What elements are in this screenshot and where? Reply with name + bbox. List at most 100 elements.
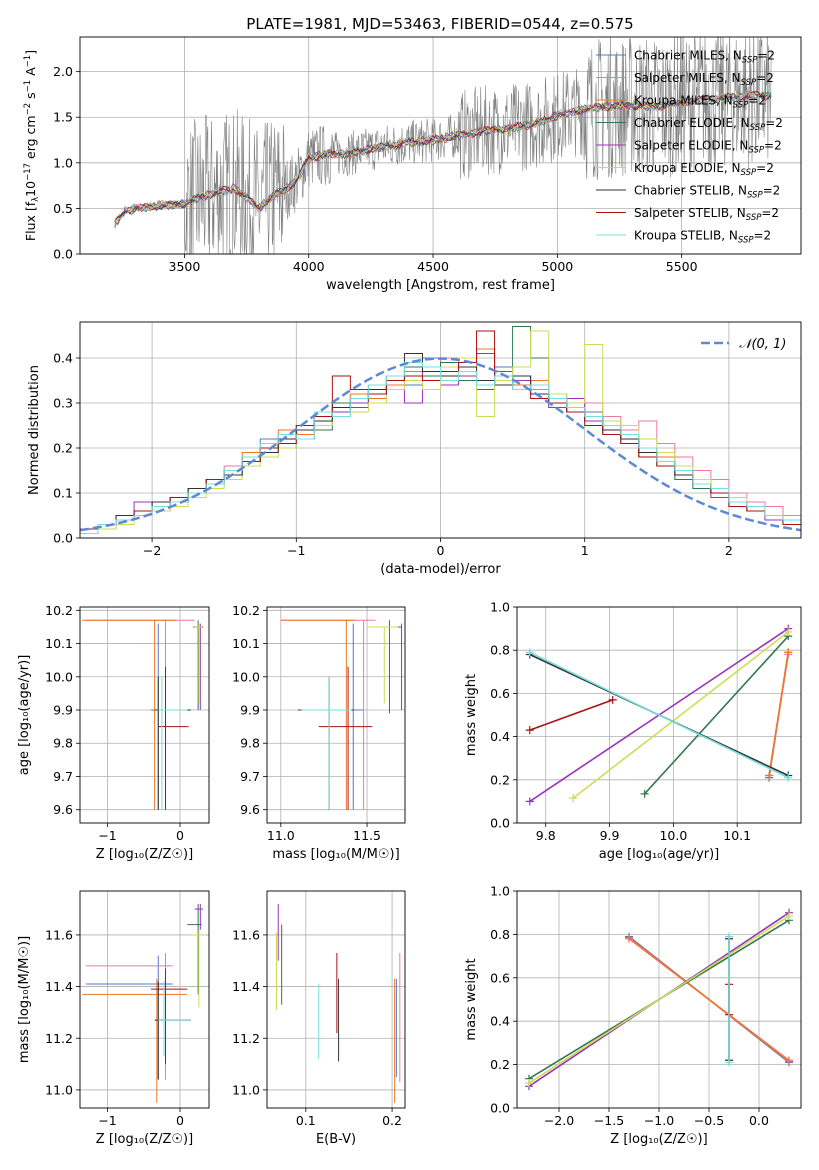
tick-label-y: 1.0 bbox=[53, 155, 73, 170]
weight-marker-kroupa-stelib bbox=[784, 773, 793, 782]
weight-line-salpeter-stelib bbox=[529, 699, 614, 731]
legend-label: Kroupa MILES, NSSP=2 bbox=[634, 94, 766, 111]
weight-marker-kroupa-miles bbox=[625, 933, 633, 942]
tick-label-x: 9.8 bbox=[536, 828, 556, 843]
weight-marker-kroupa-elodie bbox=[784, 627, 793, 636]
legend-label: Salpeter STELIB, NSSP=2 bbox=[634, 206, 779, 223]
weight-marker-salpeter-stelib bbox=[525, 726, 534, 735]
model-line-kroupa-stelib bbox=[114, 91, 772, 221]
tick-label-y: 0.0 bbox=[490, 816, 510, 831]
panels: 3500 4000 4500 5000 5500 0.0 0.5 1.0 1.5 2.0 Chabr… bbox=[17, 36, 802, 1147]
plot-area bbox=[82, 619, 204, 810]
tick-label-x: −1 bbox=[287, 543, 305, 558]
weight-marker-kroupa-stelib bbox=[725, 932, 733, 941]
tick-label-x: −1 bbox=[98, 1113, 116, 1128]
plot-area bbox=[525, 908, 793, 1091]
tick-label-x: −2.0 bbox=[544, 1113, 574, 1128]
weight-marker-kroupa-stelib bbox=[525, 648, 534, 657]
tick-label-y: 2.0 bbox=[53, 64, 73, 79]
x-axis-label: E(B-V) bbox=[316, 1132, 356, 1147]
tick-label-y: 0.1 bbox=[53, 486, 73, 501]
axes-frame bbox=[79, 321, 802, 539]
tick-label-y: 0.2 bbox=[53, 441, 73, 456]
figure-title: PLATE=1981, MJD=53463, FIBERID=0544, z=0… bbox=[246, 15, 633, 33]
model-line-chabrier-miles bbox=[114, 90, 772, 220]
x-axis-label: Z [log₁₀(Z/Z☉)] bbox=[96, 847, 193, 862]
plot-area bbox=[114, 37, 772, 254]
axes-frame bbox=[516, 890, 802, 1109]
tick-label-x: 4500 bbox=[417, 259, 449, 274]
tick-label-x: 10.1 bbox=[723, 828, 751, 843]
tick-label-y: 1.0 bbox=[490, 884, 510, 899]
tick-label-y: 0.5 bbox=[53, 201, 73, 216]
tick-label-y: 11.6 bbox=[45, 927, 73, 942]
tick-label-x: −2 bbox=[143, 543, 161, 558]
weight-marker-kroupa-stelib bbox=[725, 1058, 733, 1067]
panel-age-weight: 9.8 9.9 10.0 10.1 0.0 0.2 0.4 0.6 0.8 1.0 age [log… bbox=[464, 600, 802, 862]
tick-label-y: 1.5 bbox=[53, 110, 73, 125]
x-axis-label: age [log₁₀(age/yr)] bbox=[599, 847, 720, 862]
panel-residuals: −2 −1 0 1 2 0.0 0.1 0.2 0.3 0.4 𝒩(0, 1) (data-model… bbox=[27, 321, 802, 577]
tick-label-x: 0.1 bbox=[296, 1113, 316, 1128]
tick-label-x: 10.0 bbox=[659, 828, 687, 843]
model-line-kroupa-elodie bbox=[114, 90, 772, 226]
y-axis-label: mass weight bbox=[464, 958, 479, 1040]
plot-area bbox=[82, 903, 204, 1103]
x-axis-label: Z [log₁₀(Z/Z☉)] bbox=[96, 1132, 193, 1147]
tick-label-y: 0.6 bbox=[490, 970, 510, 985]
tick-label-y: 0.4 bbox=[490, 729, 510, 744]
tick-label-y: 9.8 bbox=[53, 736, 73, 751]
model-line-salpeter-stelib bbox=[114, 91, 772, 222]
tick-label-y: 0.8 bbox=[490, 643, 510, 658]
weight-line-chabrier-elodie bbox=[644, 635, 789, 795]
tick-label-y: 0.2 bbox=[490, 772, 510, 787]
axes-frame bbox=[79, 890, 210, 1109]
panel-Z-mass: −1 0 11.0 11.2 11.4 11.6 Z [log₁₀(Z/Z☉)] mass [… bbox=[17, 890, 210, 1147]
tick-label-y: 9.6 bbox=[53, 802, 73, 817]
tick-label-y: 11.0 bbox=[232, 1082, 260, 1097]
tick-label-x: 9.9 bbox=[600, 828, 620, 843]
tick-label-y: 0.0 bbox=[490, 1101, 510, 1116]
weight-line-kroupa-elodie bbox=[572, 631, 789, 799]
y-axis-label: Normed distribution bbox=[27, 365, 42, 495]
y-axis-label: mass [log₁₀(M/M☉)] bbox=[17, 936, 32, 1063]
tick-label-y: 10.0 bbox=[45, 669, 73, 684]
tick-label-x: −1.0 bbox=[644, 1113, 674, 1128]
weight-marker-kroupa-miles bbox=[765, 771, 774, 780]
weight-line-kroupa-stelib bbox=[529, 651, 789, 779]
tick-label-y: 9.9 bbox=[53, 703, 73, 718]
y-axis-label: age [log₁₀(age/yr)] bbox=[17, 655, 32, 776]
weight-line-kroupa-elodie bbox=[528, 915, 790, 1084]
weight-marker-kroupa-miles bbox=[785, 1057, 793, 1066]
x-axis-label: wavelength [Angstrom, rest frame] bbox=[326, 278, 555, 293]
tick-label-y: 0.4 bbox=[53, 351, 73, 366]
tick-label-y: 0.0 bbox=[53, 531, 73, 546]
tick-label-x: 3500 bbox=[169, 259, 201, 274]
y-axis-label: Flux [fλ10−17 erg cm−2 s−1 A−1] bbox=[23, 50, 41, 241]
weight-marker-kroupa-elodie bbox=[525, 1079, 533, 1088]
tick-label-y: 11.0 bbox=[45, 1082, 73, 1097]
tick-label-x: 5500 bbox=[666, 259, 698, 274]
legend-label: Chabrier ELODIE, NSSP=2 bbox=[634, 116, 783, 133]
plot-area bbox=[275, 903, 401, 1103]
tick-label-y: 0.4 bbox=[490, 1014, 510, 1029]
tick-label-y: 9.7 bbox=[240, 769, 260, 784]
tick-label-y: 11.4 bbox=[45, 979, 73, 994]
tick-label-x: 11.0 bbox=[267, 828, 295, 843]
x-axis-label: (data-model)/error bbox=[380, 562, 501, 577]
axes-frame bbox=[266, 890, 406, 1109]
weight-marker-salpeter-stelib bbox=[608, 695, 617, 704]
legend-label: Kroupa STELIB, NSSP=2 bbox=[634, 229, 771, 246]
weight-marker-chabrier-elodie bbox=[640, 789, 649, 798]
tick-label-y: 0.8 bbox=[490, 927, 510, 942]
panel-Z-weight: −2.0 −1.5 −1.0 −0.5 0.0 0.0 0.2 0.4 0.6 0.8 1.0 Z [… bbox=[464, 884, 802, 1147]
x-axis-label: mass [log₁₀(M/M☉)] bbox=[272, 847, 399, 862]
tick-label-y: 11.2 bbox=[45, 1031, 73, 1046]
legend-label: Chabrier STELIB, NSSP=2 bbox=[634, 184, 780, 201]
weight-marker-kroupa-miles bbox=[784, 648, 793, 657]
weight-marker-kroupa-elodie bbox=[569, 794, 578, 803]
data-spectrum-line bbox=[114, 37, 772, 254]
tick-label-x: −1.5 bbox=[594, 1113, 624, 1128]
plot-area bbox=[280, 619, 403, 810]
